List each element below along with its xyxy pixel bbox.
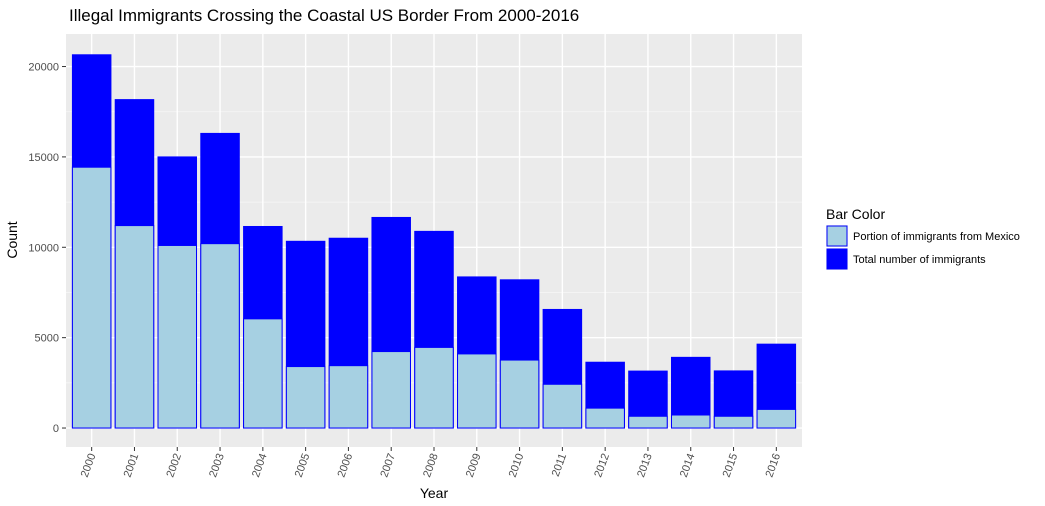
y-tick-label: 0 xyxy=(53,423,59,435)
x-tick-label: 2007 xyxy=(378,452,398,479)
x-tick-label: 2016 xyxy=(763,452,783,479)
bar xyxy=(114,225,155,429)
bar xyxy=(243,318,283,429)
x-tick-label: 2010 xyxy=(507,452,527,479)
y-axis-title: Count xyxy=(4,221,20,258)
bar xyxy=(542,383,583,429)
y-axis: 0 5000 10000 15000 20000 xyxy=(28,62,66,435)
bar xyxy=(756,408,797,429)
x-tick-label: 2012 xyxy=(592,452,612,479)
x-axis-title: Year xyxy=(420,485,449,501)
legend-title: Bar Color xyxy=(826,206,885,222)
y-tick-label: 5000 xyxy=(35,333,59,345)
bar xyxy=(71,166,112,429)
bar xyxy=(585,407,625,429)
legend: Bar Color Portion of immigrants from Mex… xyxy=(826,206,1020,270)
bar xyxy=(713,415,754,429)
bar xyxy=(628,415,668,429)
legend-label: Total number of immigrants xyxy=(853,254,986,266)
bar xyxy=(670,414,711,429)
x-tick-label: 2002 xyxy=(164,452,184,479)
x-tick-label: 2009 xyxy=(464,452,484,479)
x-tick-label: 2006 xyxy=(336,452,356,479)
x-tick-label: 2015 xyxy=(721,452,741,479)
x-tick-label: 2003 xyxy=(207,452,227,479)
y-tick-label: 10000 xyxy=(28,242,59,254)
bar xyxy=(200,243,240,429)
x-tick-label: 2013 xyxy=(635,452,655,479)
x-tick-label: 2004 xyxy=(250,452,270,479)
x-tick-label: 2014 xyxy=(678,452,698,479)
x-tick-label: 2000 xyxy=(79,452,99,479)
bar xyxy=(457,353,497,429)
x-tick-label: 2005 xyxy=(293,452,313,479)
x-tick-label: 2001 xyxy=(122,452,142,479)
x-tick-label: 2011 xyxy=(550,452,569,478)
bar xyxy=(499,359,540,429)
legend-label: Portion of immigrants from Mexico xyxy=(853,231,1020,243)
bar xyxy=(371,351,411,429)
bar xyxy=(328,365,369,429)
bar xyxy=(414,346,454,429)
y-tick-label: 15000 xyxy=(28,152,59,164)
legend-key xyxy=(826,248,848,270)
bar xyxy=(285,366,326,429)
y-tick-label: 20000 xyxy=(28,62,59,74)
bar xyxy=(157,244,198,429)
bars xyxy=(71,54,797,429)
legend-key xyxy=(826,225,848,247)
x-tick-label: 2008 xyxy=(421,452,441,479)
chart-title: Illegal Immigrants Crossing the Coastal … xyxy=(69,6,579,25)
x-axis: 2000 2001 2002 2003 2004 2005 2006 2007 2008 2009… xyxy=(79,447,783,479)
